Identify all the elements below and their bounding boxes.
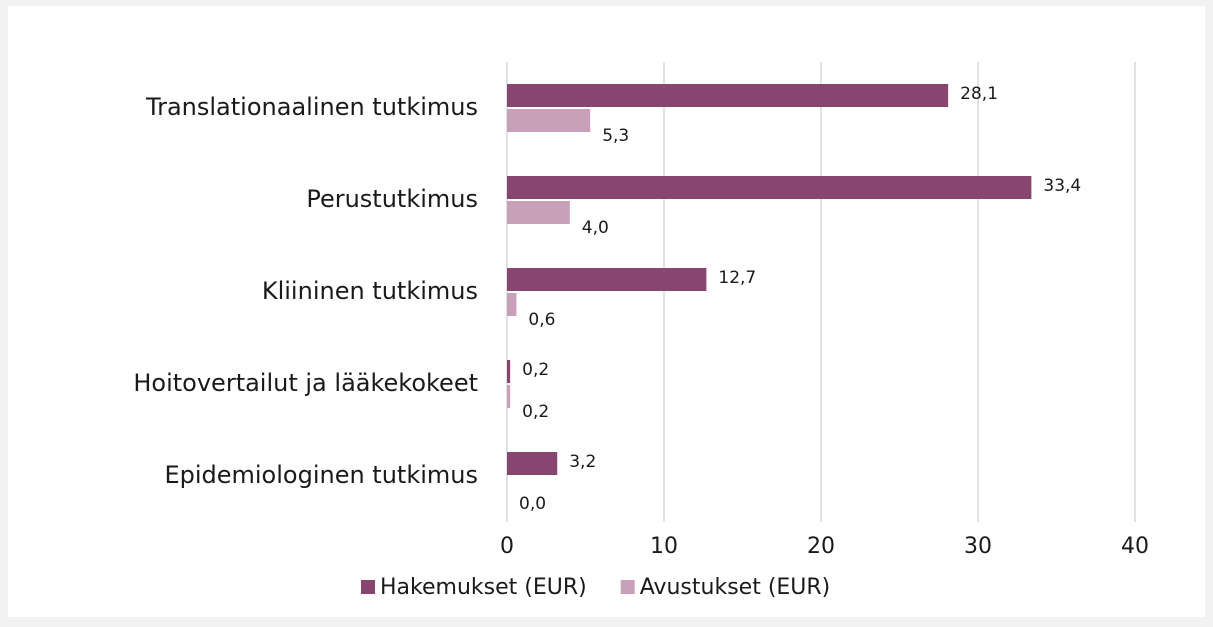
bar (507, 452, 558, 475)
x-tick-label: 10 (650, 534, 678, 559)
bar (507, 268, 707, 291)
value-label: 4,0 (582, 218, 609, 238)
x-tick-label: 20 (807, 534, 835, 559)
legend-label: Avustukset (EUR) (640, 575, 831, 600)
bar (507, 176, 1032, 199)
y-tick-label: Translationaalinen tutkimus (145, 93, 478, 121)
bar (507, 84, 949, 107)
y-tick-label: Hoitovertailut ja lääkekokeet (133, 369, 478, 397)
bar (507, 201, 570, 224)
value-label: 0,6 (528, 310, 555, 330)
x-tick-label: 0 (500, 534, 514, 559)
value-label: 0,0 (519, 494, 546, 514)
value-label: 5,3 (602, 126, 629, 146)
y-tick-label: Kliininen tutkimus (262, 277, 478, 305)
value-label: 0,2 (522, 360, 549, 380)
x-tick-label: 30 (964, 534, 992, 559)
value-label: 33,4 (1043, 176, 1081, 196)
x-tick-label: 40 (1121, 534, 1149, 559)
value-label: 3,2 (569, 452, 596, 472)
y-tick-label: Epidemiologinen tutkimus (164, 461, 478, 489)
bar (507, 360, 511, 383)
value-label: 12,7 (718, 268, 756, 288)
value-label: 28,1 (960, 84, 998, 104)
plot-background (8, 6, 1205, 617)
value-label: 0,2 (522, 402, 549, 422)
bar (507, 293, 517, 316)
bar (507, 385, 511, 408)
legend-swatch (620, 580, 635, 594)
legend-label: Hakemukset (EUR) (380, 575, 587, 600)
bar (507, 109, 591, 132)
legend-swatch (361, 580, 375, 594)
y-tick-label: Perustutkimus (306, 185, 478, 213)
